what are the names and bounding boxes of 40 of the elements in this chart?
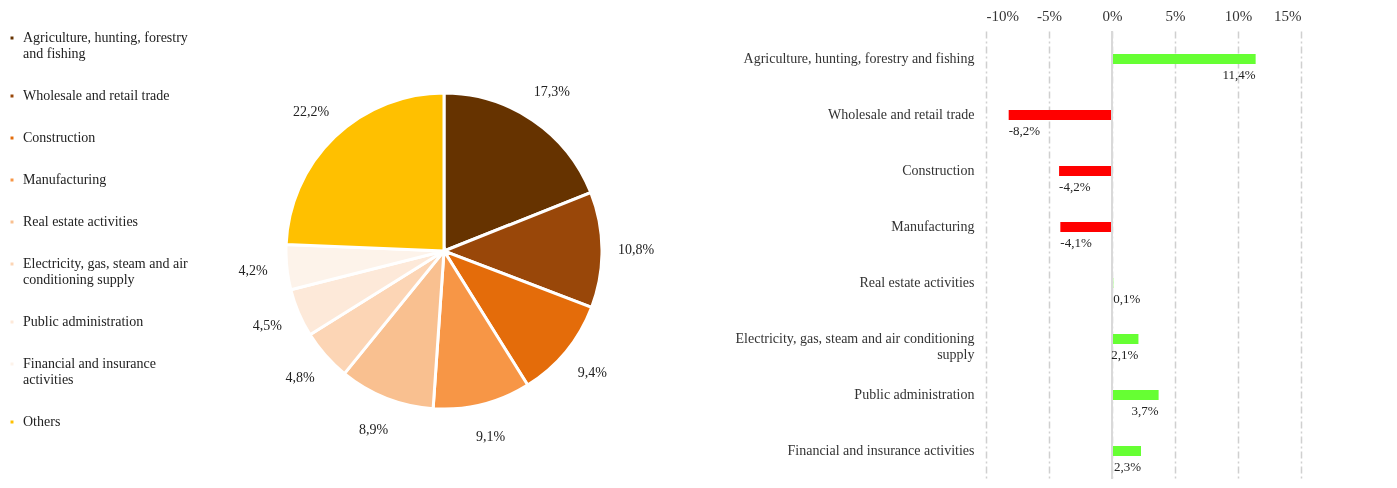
legend-label: Electricity, gas, steam and air conditioning supply: [23, 256, 189, 287]
x-tick-label: 0%: [1102, 7, 1123, 24]
data-label: 8,9%: [359, 421, 389, 437]
y-tick-label: Wholesale and retail trade: [827, 107, 975, 122]
y-tick-label: Construction: [902, 163, 975, 178]
data-label: 4,2%: [238, 262, 268, 278]
legend-label: Real estate activities: [23, 214, 139, 229]
legend-label: Wholesale and retail trade: [23, 88, 170, 103]
legend-label: Others: [23, 414, 61, 429]
y-tick-label: Financial and insurance activities: [787, 443, 975, 458]
data-label: 9,1%: [475, 429, 506, 445]
data-label: 0,1%: [1113, 291, 1141, 306]
data-label: -8,2%: [1008, 123, 1041, 138]
y-tick-label: Electricity, gas, steam and air conditioning supply: [735, 331, 975, 362]
legend-label: Construction: [23, 130, 96, 145]
data-label: 4,8%: [285, 370, 315, 386]
y-tick-label: Manufacturing: [891, 219, 975, 234]
x-tick-label: 5%: [1165, 7, 1186, 24]
data-label: 10,8%: [617, 241, 655, 257]
legend-label: Public administration: [23, 314, 144, 329]
y-tick-label: Public administration: [854, 387, 975, 402]
x-tick-label: 15%: [1274, 7, 1302, 24]
legend-label: Manufacturing: [23, 172, 107, 187]
data-label: 3,7%: [1131, 403, 1159, 418]
data-label: 11,4%: [1222, 67, 1256, 82]
data-label: 22,2%: [292, 104, 330, 120]
data-label: -4,1%: [1060, 235, 1092, 250]
legend-label: Agriculture, hunting, forestry and fishing: [23, 30, 188, 61]
x-tick-label: 10%: [1224, 7, 1253, 24]
y-tick-label: Agriculture, hunting, forestry and fishing: [743, 51, 975, 66]
data-label: 2,1%: [1111, 347, 1139, 362]
data-label: 17,3%: [533, 84, 571, 100]
x-tick-label: -5%: [1037, 7, 1062, 24]
data-label: 2,3%: [1113, 459, 1142, 474]
x-tick-label: -10%: [986, 7, 1019, 24]
data-label: 4,5%: [252, 318, 283, 334]
data-label: 9,4%: [577, 365, 608, 381]
data-label: -4,2%: [1059, 179, 1091, 194]
legend-label: Financial and insurance activities: [23, 356, 156, 387]
y-tick-label: Real estate activities: [859, 275, 975, 290]
